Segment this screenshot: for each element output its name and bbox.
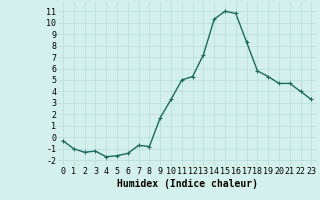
X-axis label: Humidex (Indice chaleur): Humidex (Indice chaleur) (117, 179, 258, 189)
